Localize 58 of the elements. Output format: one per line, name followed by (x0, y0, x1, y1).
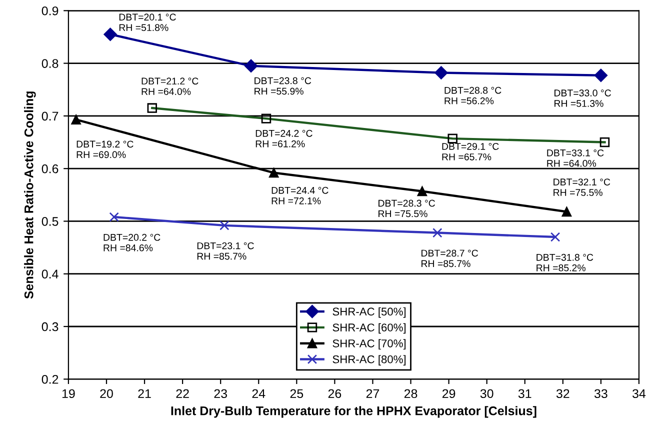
point (417, 186, 428, 196)
y-tick-label: 0.6 (42, 164, 58, 174)
y-tick-label: 0.2 (42, 374, 58, 384)
x-tick-label: 29 (442, 389, 456, 398)
point (434, 66, 448, 80)
x-tick-label: 21 (138, 389, 151, 398)
y-tick-label: 0.4 (42, 270, 58, 279)
x-tick-label: 28 (404, 389, 418, 398)
legend-label: SHR-AC [80%] (332, 355, 406, 366)
x-axis-title: Inlet Dry-Bulb Temperature for the HPHX Evaporator [Celsius] (171, 406, 536, 418)
y-axis-title: Sensible Heat Ratio-Active Cooling (24, 92, 36, 299)
annotation: DBT=20.2 °C RH =84.6% (104, 234, 160, 252)
x-tick-label: 19 (62, 389, 75, 398)
x-tick-label: 31 (518, 389, 532, 398)
annotation: DBT=28.7 °C RH =85.7% (422, 250, 478, 268)
x-tick-label: 20 (100, 389, 113, 398)
annotation: DBT=23.8 °C RH =55.9% (254, 77, 312, 95)
y-tick-label: 0.5 (42, 217, 58, 226)
x-tick-label: 34 (632, 389, 646, 398)
annotation: DBT=29.1 °C RH =65.7% (442, 142, 499, 160)
legend-label: SHR-AC [70%] (332, 339, 406, 350)
annotation: DBT=20.1 °C RH =51.8% (119, 14, 176, 32)
point (594, 68, 608, 82)
x-tick-label: 22 (176, 389, 189, 398)
x-tick-label: 25 (290, 389, 304, 398)
y-tick-label: 0.7 (42, 112, 58, 121)
point (71, 114, 81, 124)
annotation: DBT=19.2 °C RH =69.0% (76, 140, 134, 158)
point (432, 228, 442, 238)
legend-label: SHR-AC [60%] (332, 323, 406, 334)
x-tick-label: 32 (556, 389, 570, 398)
legend-label: SHR-AC [50%] (332, 307, 406, 318)
annotation: DBT=28.3 °C RH =75.5% (378, 200, 436, 218)
x-tick-label: 33 (594, 389, 608, 398)
x-tick-label: 24 (252, 389, 266, 398)
point (550, 232, 560, 242)
y-tick-label: 0.8 (42, 59, 58, 68)
point (244, 59, 258, 73)
annotation: DBT=32.1 °C RH =75.5% (554, 178, 610, 196)
y-tick-label: 0.9 (42, 6, 58, 16)
point (562, 206, 572, 217)
y-tick-label: 0.3 (42, 322, 58, 332)
annotation: DBT=33.1 °C RH =64.0% (547, 149, 604, 167)
annotation: DBT=28.8 °C RH =56.2% (444, 86, 502, 104)
x-tick-label: 26 (328, 389, 342, 398)
annotation: DBT=21.2 °C RH =64.0% (142, 78, 198, 96)
annotation: DBT=24.4 °C RH =72.1% (272, 186, 328, 204)
annotation: DBT=23.1 °C RH =85.7% (197, 242, 254, 260)
x-tick-label: 23 (214, 389, 227, 398)
annotation: DBT=33.0 °C RH =51.3% (554, 90, 611, 107)
point (104, 28, 117, 41)
point (268, 168, 279, 178)
annotation: DBT=31.8 °C RH =85.2% (536, 254, 594, 272)
x-tick-label: 27 (366, 389, 380, 398)
point (220, 220, 230, 230)
annotation: DBT=24.2 °C RH =61.2% (256, 130, 312, 148)
point (109, 212, 119, 222)
x-tick-label: 30 (480, 389, 494, 398)
